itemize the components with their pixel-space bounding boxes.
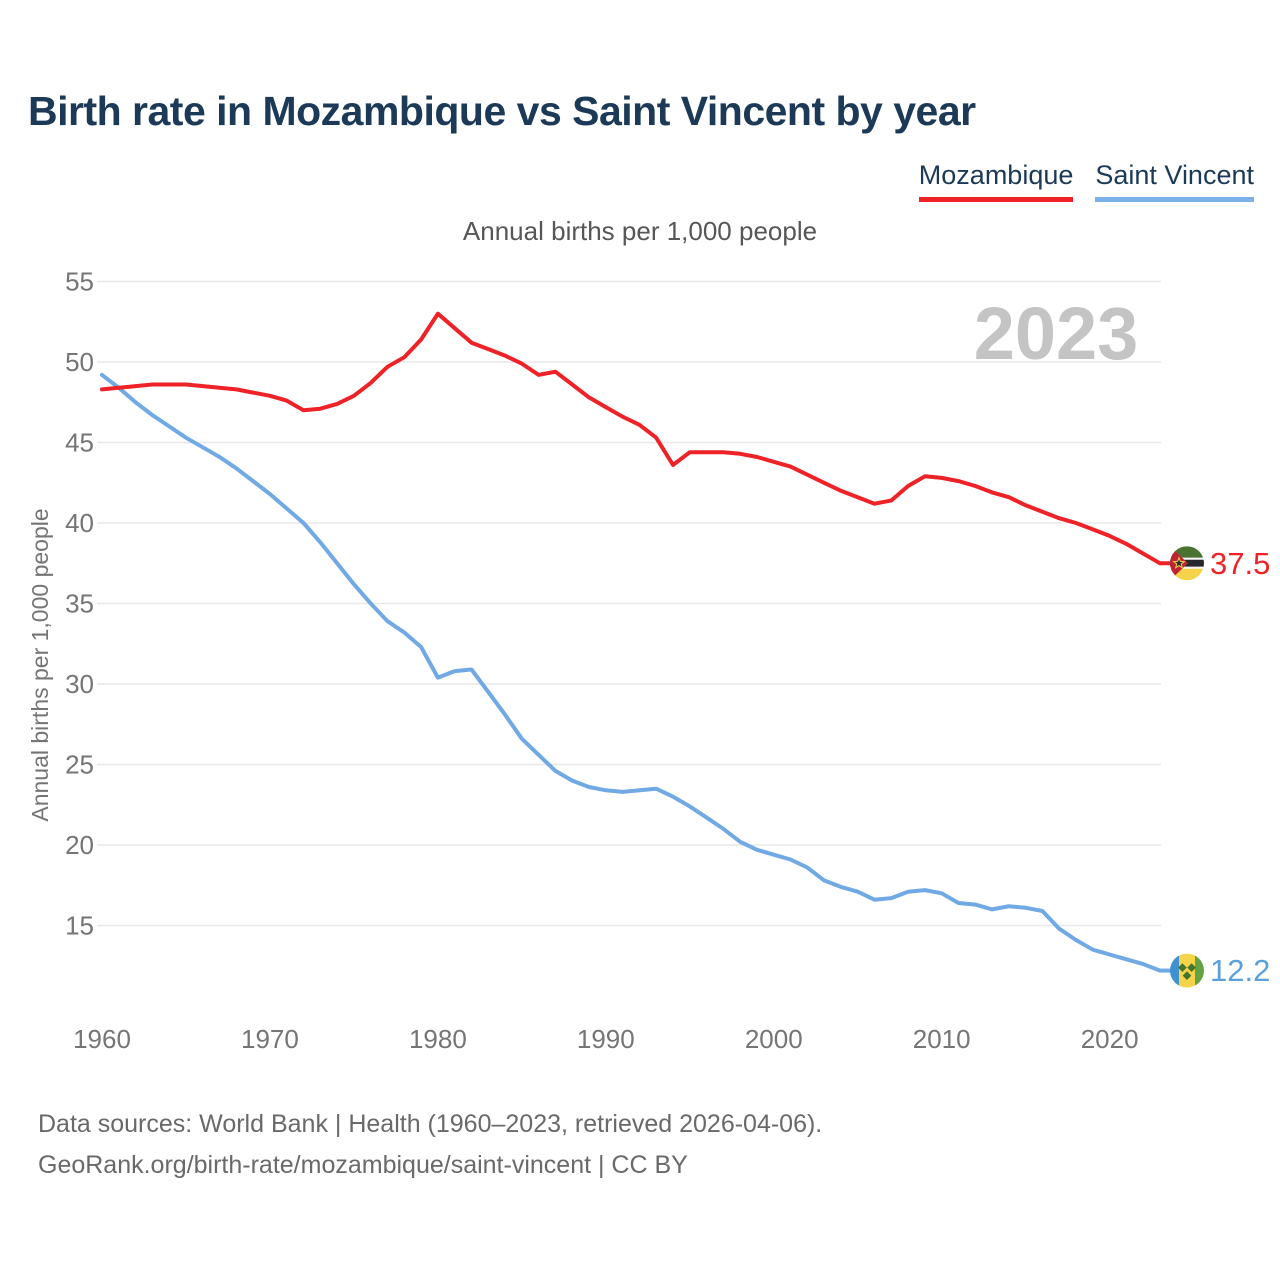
attribution-line: GeoRank.org/birth-rate/mozambique/saint-… bbox=[38, 1151, 688, 1179]
saint-vincent-line bbox=[100, 372, 1162, 973]
legend: Mozambique Saint Vincent bbox=[918, 160, 1254, 202]
x-tick-label: 2010 bbox=[913, 1024, 971, 1054]
y-axis-title: Annual births per 1,000 people bbox=[27, 508, 53, 821]
x-tick-label: 1980 bbox=[409, 1024, 467, 1054]
mozambique-flag-icon bbox=[1170, 546, 1204, 581]
data-source-line: Data sources: World Bank | Health (1960–… bbox=[38, 1110, 823, 1138]
star-shape bbox=[1175, 559, 1183, 567]
y-tick-label: 45 bbox=[65, 428, 94, 458]
y-tick-label: 20 bbox=[65, 830, 94, 860]
y-tick-label: 35 bbox=[65, 589, 94, 619]
chart-footer: Data sources: World Bank | Health (1960–… bbox=[38, 1104, 822, 1186]
x-tick-label: 2020 bbox=[1081, 1024, 1139, 1054]
legend-item-saint-vincent[interactable]: Saint Vincent bbox=[1095, 160, 1254, 202]
saint-vincent-end-value-label: 12.2 bbox=[1210, 953, 1270, 988]
x-tick-label: 2000 bbox=[745, 1024, 803, 1054]
mozambique-end-value-label: 37.5 bbox=[1210, 546, 1270, 581]
y-tick-label: 30 bbox=[65, 669, 94, 699]
page-title: Birth rate in Mozambique vs Saint Vincen… bbox=[28, 88, 976, 134]
chart-subtitle: Annual births per 1,000 people bbox=[462, 216, 818, 246]
x-tick-label: 1990 bbox=[577, 1024, 635, 1054]
mozambique-line bbox=[100, 311, 1162, 566]
y-tick-label: 40 bbox=[65, 508, 94, 538]
legend-item-mozambique[interactable]: Mozambique bbox=[918, 160, 1074, 202]
y-tick-label: 15 bbox=[65, 911, 94, 941]
y-tick-label: 50 bbox=[65, 347, 94, 377]
y-tick-label: 25 bbox=[65, 750, 94, 780]
x-tick-label: 1960 bbox=[73, 1024, 131, 1054]
x-tick-label: 1970 bbox=[241, 1024, 299, 1054]
saint-vincent-flag-icon bbox=[1170, 953, 1204, 988]
watermark-year: 2023 bbox=[974, 292, 1139, 375]
y-tick-label: 55 bbox=[65, 267, 94, 297]
